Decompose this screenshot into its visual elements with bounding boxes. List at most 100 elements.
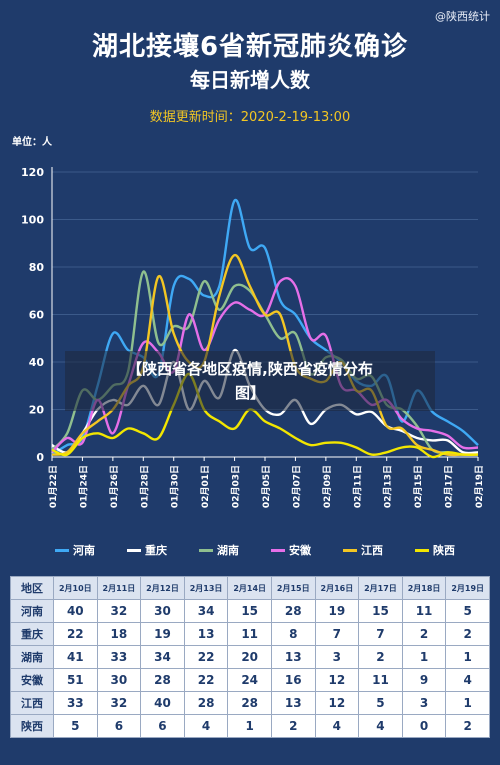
x-tick-label: 01月30日 [170, 465, 181, 508]
table-value-cell: 2 [270, 714, 316, 738]
legend-swatch [343, 548, 357, 552]
table-value-cell: 1 [401, 645, 447, 669]
table-date-header: 2月17日 [358, 576, 403, 600]
x-tick-label: 01月28日 [139, 465, 150, 508]
x-tick-label: 02月03日 [231, 465, 242, 508]
table-value-cell: 13 [270, 645, 316, 669]
page-title: 湖北接壤6省新冠肺炎确诊 [91, 32, 409, 62]
page-subtitle: 每日新增人数 [190, 68, 310, 92]
y-tick-label: 80 [29, 261, 45, 274]
table-date-header: 2月19日 [445, 576, 490, 600]
table-row: 河南 40 32 30 34 15 28 19 15 11 5 [10, 599, 490, 623]
table-value-cell: 22 [183, 645, 229, 669]
legend-swatch [271, 548, 285, 552]
legend-label: 陕西 [433, 544, 455, 557]
watermark: @陕西统计 [435, 10, 490, 23]
legend-label: 湖南 [217, 544, 239, 557]
table-region-cell: 重庆 [10, 622, 54, 646]
table-value-cell: 6 [140, 714, 185, 738]
table-date-header: 2月15日 [270, 576, 316, 600]
table-value-cell: 4 [314, 714, 360, 738]
table-date-header: 2月12日 [140, 576, 185, 600]
table-date-header: 2月18日 [401, 576, 447, 600]
table-value-cell: 5 [53, 714, 98, 738]
table-date-header: 2月11日 [96, 576, 142, 600]
table-region-cell: 江西 [10, 691, 54, 715]
table-value-cell: 2 [445, 622, 490, 646]
series-line-陕西 [51, 372, 479, 459]
legend-item: 湖南 [199, 542, 239, 558]
y-tick-label: 120 [21, 166, 44, 179]
table-region-cell: 安徽 [10, 668, 54, 692]
table-region-cell: 陕西 [10, 714, 54, 738]
table-value-cell: 40 [53, 599, 98, 623]
table-value-cell: 16 [270, 668, 316, 692]
table-value-cell: 13 [183, 622, 229, 646]
y-tick-label: 0 [36, 451, 44, 464]
table-value-cell: 22 [183, 668, 229, 692]
table-row: 安徽 51 30 28 22 24 16 12 11 9 4 [10, 668, 490, 692]
table-value-cell: 11 [358, 668, 403, 692]
table-value-cell: 4 [445, 668, 490, 692]
table-value-cell: 32 [96, 691, 142, 715]
table-value-cell: 19 [314, 599, 360, 623]
table-region-cell: 河南 [10, 599, 54, 623]
table-value-cell: 4 [183, 714, 229, 738]
table-value-cell: 7 [314, 622, 360, 646]
table-value-cell: 5 [445, 599, 490, 623]
table-value-cell: 33 [53, 691, 98, 715]
y-unit-label: 单位：人 [12, 135, 53, 148]
table-value-cell: 11 [401, 599, 447, 623]
table-value-cell: 4 [358, 714, 403, 738]
overlay-banner: 【陕西省各地区疫情,陕西省疫情分布 图】 [65, 351, 435, 411]
legend-item: 安徽 [271, 542, 311, 558]
y-tick-label: 100 [21, 214, 44, 227]
legend-label: 重庆 [145, 544, 167, 557]
table-value-cell: 18 [96, 622, 142, 646]
table-value-cell: 51 [53, 668, 98, 692]
x-tick-label: 02月09日 [322, 465, 333, 508]
legend-swatch [199, 548, 213, 552]
table-value-cell: 7 [358, 622, 403, 646]
table-value-cell: 41 [53, 645, 98, 669]
table-value-cell: 28 [270, 599, 316, 623]
table-value-cell: 34 [183, 599, 229, 623]
table-value-cell: 30 [96, 668, 142, 692]
table-value-cell: 1 [445, 645, 490, 669]
legend-swatch [415, 548, 429, 552]
table-value-cell: 5 [358, 691, 403, 715]
table-value-cell: 28 [183, 691, 229, 715]
table-date-header: 2月14日 [227, 576, 272, 600]
table-corner-header: 地区 [10, 576, 54, 600]
table-body: 河南 40 32 30 34 15 28 19 15 11 5 重庆 22 18 19 13 11 8 7 7 2 2 湖南… [10, 599, 490, 738]
table-value-cell: 40 [140, 691, 185, 715]
table-value-cell: 15 [227, 599, 272, 623]
table-value-cell: 22 [53, 622, 98, 646]
x-tick-label: 02月07日 [291, 465, 302, 508]
series-line-河南 [51, 199, 479, 456]
table-value-cell: 12 [314, 668, 360, 692]
table-date-header: 2月10日 [53, 576, 98, 600]
legend-label: 江西 [361, 544, 383, 557]
table-date-header: 2月13日 [183, 576, 229, 600]
table-value-cell: 20 [227, 645, 272, 669]
table-value-cell: 3 [314, 645, 360, 669]
x-tick-label: 02月05日 [261, 465, 272, 508]
table-value-cell: 24 [227, 668, 272, 692]
table-value-cell: 30 [140, 599, 185, 623]
legend-label: 安徽 [289, 544, 311, 557]
y-tick-label: 60 [29, 309, 45, 322]
table-header-row: 地区 2月10日 2月11日 2月12日 2月13日 2月14日 2月15日 2月16日 2月1… [10, 576, 490, 600]
line-chart: 单位：人 0 20 40 60 80 100 120 01月22日 01月24日 01月26日 01月… [12, 135, 485, 508]
legend-item: 江西 [343, 542, 383, 558]
legend-item: 重庆 [127, 542, 167, 558]
table-row: 重庆 22 18 19 13 11 8 7 7 2 2 [10, 622, 490, 646]
data-table: 地区 2月10日 2月11日 2月12日 2月13日 2月14日 2月15日 2月16日 2月1… [10, 576, 490, 738]
table-value-cell: 0 [401, 714, 447, 738]
table-value-cell: 34 [140, 645, 185, 669]
table-value-cell: 9 [401, 668, 447, 692]
x-tick-label: 02月19日 [474, 465, 485, 508]
table-value-cell: 15 [358, 599, 403, 623]
y-tick-label: 40 [29, 356, 45, 369]
legend-label: 河南 [73, 544, 95, 557]
